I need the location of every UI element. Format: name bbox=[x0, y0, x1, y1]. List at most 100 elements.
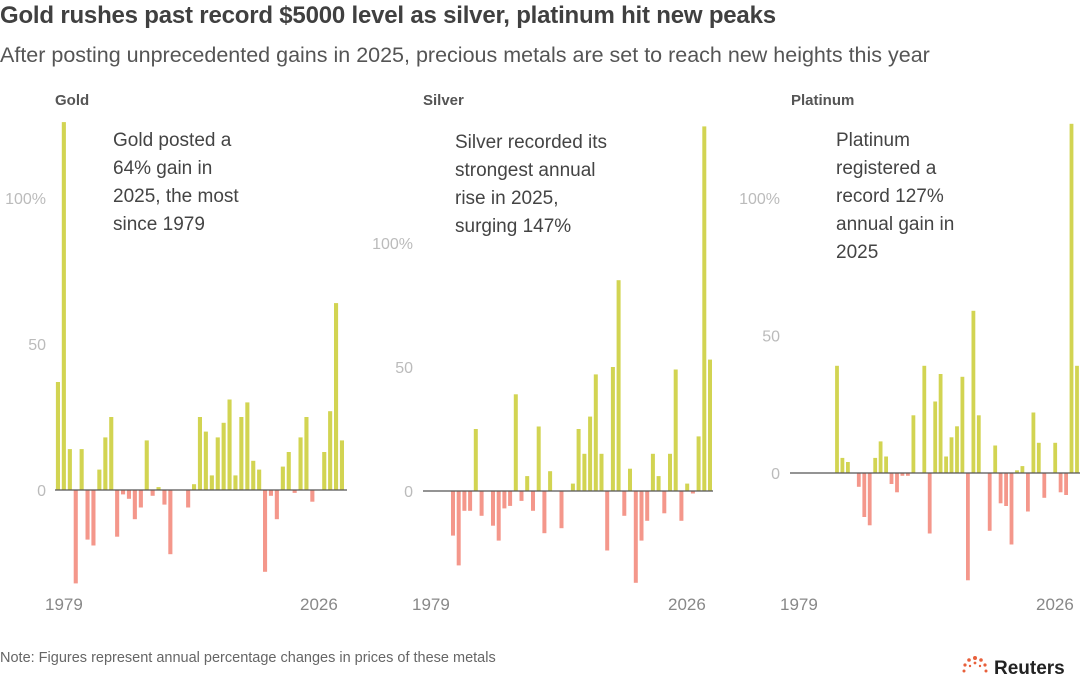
bar-silver-1998 bbox=[548, 471, 553, 491]
bar-silver-2022 bbox=[685, 483, 690, 491]
bar-gold-1985 bbox=[97, 469, 102, 490]
bar-gold-2026 bbox=[339, 440, 344, 490]
bar-platinum-2022 bbox=[1053, 442, 1058, 474]
bar-silver-2003 bbox=[576, 429, 581, 491]
annotation-line: Silver recorded its bbox=[455, 132, 608, 153]
bar-silver-1989 bbox=[496, 491, 501, 541]
bar-gold-1995 bbox=[156, 487, 161, 490]
bar-silver-2007 bbox=[599, 453, 604, 491]
bar-gold-2017 bbox=[286, 452, 291, 490]
bar-silver-2010 bbox=[616, 280, 621, 491]
annotation-platinum: Platinum registered a record 127% annual… bbox=[836, 127, 954, 267]
bar-gold-2025 bbox=[334, 303, 339, 490]
bar-platinum-2002 bbox=[944, 456, 948, 473]
panel-title-gold: Gold bbox=[55, 92, 90, 109]
bar-platinum-2005 bbox=[960, 376, 965, 474]
bar-gold-1979 bbox=[61, 122, 66, 490]
bar-gold-2013 bbox=[263, 490, 268, 572]
bar-silver-2011 bbox=[622, 491, 627, 516]
bar-silver-2005 bbox=[588, 416, 593, 491]
reuters-logo-text: Reuters bbox=[994, 658, 1065, 679]
chart-subtitle: After posting unprecedented gains in 202… bbox=[0, 43, 930, 67]
annotation-silver: Silver recorded its strongest annual ris… bbox=[455, 129, 607, 241]
panel-title-silver: Silver bbox=[423, 92, 464, 109]
bar-silver-2017 bbox=[656, 476, 661, 491]
bar-gold-2024 bbox=[328, 411, 333, 490]
bar-silver-2009 bbox=[610, 367, 615, 491]
bar-platinum-1984 bbox=[846, 462, 850, 473]
bar-gold-1981 bbox=[73, 490, 78, 584]
bar-platinum-1993 bbox=[895, 473, 899, 493]
bar-silver-1993 bbox=[519, 491, 524, 501]
y-tick-label: 0 bbox=[404, 484, 413, 501]
bar-silver-1994 bbox=[525, 476, 530, 491]
bar-silver-1992 bbox=[513, 394, 518, 491]
annotation-line: Gold posted a bbox=[113, 130, 232, 151]
bar-platinum-2007 bbox=[971, 310, 976, 474]
y-tick-label: 0 bbox=[37, 483, 46, 500]
bar-platinum-1982 bbox=[835, 365, 839, 474]
bar-gold-1987 bbox=[109, 417, 114, 490]
bar-gold-2000 bbox=[186, 490, 191, 508]
bar-gold-1980 bbox=[67, 449, 72, 490]
bar-silver-1991 bbox=[508, 491, 513, 506]
bar-silver-1995 bbox=[531, 491, 535, 511]
bar-silver-2020 bbox=[673, 369, 678, 491]
bar-silver-1988 bbox=[491, 491, 495, 526]
annotation-line: annual gain in bbox=[836, 214, 955, 235]
bar-gold-2001 bbox=[192, 484, 197, 490]
bar-gold-2003 bbox=[203, 431, 208, 490]
bar-silver-1981 bbox=[451, 491, 455, 536]
bar-silver-1997 bbox=[542, 491, 547, 534]
bar-silver-2004 bbox=[582, 453, 587, 491]
bar-silver-1986 bbox=[479, 491, 484, 516]
x-tick-label-start: 1979 bbox=[412, 595, 450, 614]
bar-gold-1997 bbox=[168, 490, 173, 555]
bar-platinum-1992 bbox=[889, 473, 894, 484]
annotation-line: 2025 bbox=[836, 242, 879, 263]
bar-platinum-1996 bbox=[911, 415, 916, 474]
bar-platinum-2013 bbox=[1004, 473, 1008, 506]
bar-gold-2008 bbox=[233, 475, 238, 490]
bar-gold-1986 bbox=[103, 437, 108, 490]
y-tick-label: 50 bbox=[762, 329, 780, 346]
bar-gold-2023 bbox=[322, 452, 327, 490]
bar-platinum-1994 bbox=[900, 473, 905, 476]
x-tick-label-end: 2026 bbox=[1036, 595, 1074, 614]
bar-gold-2014 bbox=[268, 490, 273, 496]
bar-gold-2018 bbox=[292, 490, 297, 493]
bar-platinum-2016 bbox=[1020, 466, 1025, 473]
bar-platinum-2014 bbox=[1009, 473, 1014, 545]
panel-title-platinum: Platinum bbox=[791, 92, 855, 109]
bar-gold-1996 bbox=[162, 490, 167, 505]
bar-platinum-2003 bbox=[949, 437, 954, 474]
bar-gold-1982 bbox=[79, 449, 84, 490]
bar-gold-2019 bbox=[298, 437, 303, 490]
bar-gold-1993 bbox=[144, 440, 149, 490]
bar-gold-1992 bbox=[138, 490, 143, 508]
bar-platinum-1983 bbox=[840, 457, 845, 473]
bar-gold-2012 bbox=[257, 469, 262, 490]
bar-gold-1983 bbox=[85, 490, 90, 540]
bar-silver-2000 bbox=[559, 491, 564, 529]
x-tick-label-end: 2026 bbox=[668, 595, 706, 614]
bar-silver-1984 bbox=[468, 491, 473, 511]
bar-platinum-2012 bbox=[998, 473, 1003, 504]
bar-platinum-2017 bbox=[1026, 473, 1030, 512]
bar-platinum-2010 bbox=[987, 473, 992, 531]
x-tick-label-end: 2026 bbox=[300, 595, 338, 614]
y-tick-label: 100% bbox=[372, 236, 413, 253]
bar-gold-2002 bbox=[197, 417, 202, 490]
bar-gold-2007 bbox=[227, 399, 232, 490]
bar-silver-1982 bbox=[456, 491, 461, 566]
bar-silver-2006 bbox=[593, 374, 598, 491]
bar-silver-2013 bbox=[633, 491, 638, 583]
annotation-gold: Gold posted a 64% gain in 2025, the most… bbox=[113, 127, 239, 239]
bar-platinum-2026 bbox=[1075, 365, 1079, 474]
annotation-line: 64% gain in bbox=[113, 158, 213, 179]
bar-platinum-2025 bbox=[1069, 123, 1074, 474]
bar-gold-1978 bbox=[55, 382, 60, 490]
annotation-line: 2025, the most bbox=[113, 186, 239, 207]
annotation-line: rise in 2025, bbox=[455, 188, 559, 209]
